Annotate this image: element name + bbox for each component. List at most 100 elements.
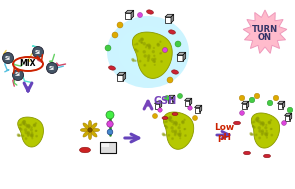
Circle shape bbox=[255, 134, 257, 136]
Ellipse shape bbox=[239, 95, 245, 101]
Polygon shape bbox=[194, 105, 202, 108]
Circle shape bbox=[141, 42, 142, 43]
Circle shape bbox=[107, 129, 113, 135]
Ellipse shape bbox=[88, 120, 92, 129]
Circle shape bbox=[178, 127, 180, 129]
Circle shape bbox=[264, 133, 266, 135]
Circle shape bbox=[26, 126, 27, 127]
Circle shape bbox=[143, 43, 145, 45]
Circle shape bbox=[271, 120, 272, 121]
Ellipse shape bbox=[193, 115, 197, 121]
Circle shape bbox=[169, 117, 171, 119]
Circle shape bbox=[28, 126, 30, 128]
Circle shape bbox=[148, 47, 150, 49]
Circle shape bbox=[141, 38, 143, 40]
Circle shape bbox=[27, 124, 30, 127]
Circle shape bbox=[180, 135, 181, 136]
Circle shape bbox=[24, 123, 25, 125]
Circle shape bbox=[32, 134, 33, 136]
Text: MIX: MIX bbox=[20, 60, 36, 68]
Circle shape bbox=[27, 133, 30, 135]
Circle shape bbox=[180, 138, 181, 139]
Circle shape bbox=[253, 126, 255, 128]
Circle shape bbox=[174, 132, 176, 134]
Circle shape bbox=[179, 124, 180, 125]
Polygon shape bbox=[189, 98, 192, 105]
Circle shape bbox=[149, 45, 151, 47]
Polygon shape bbox=[199, 105, 202, 112]
Circle shape bbox=[135, 49, 136, 50]
Circle shape bbox=[252, 122, 253, 123]
Circle shape bbox=[172, 130, 174, 132]
Circle shape bbox=[31, 127, 32, 128]
Circle shape bbox=[144, 64, 146, 66]
Circle shape bbox=[261, 130, 264, 132]
Circle shape bbox=[36, 135, 37, 137]
Circle shape bbox=[32, 136, 33, 137]
Polygon shape bbox=[18, 117, 43, 147]
Circle shape bbox=[259, 130, 261, 132]
Circle shape bbox=[163, 134, 165, 136]
Circle shape bbox=[188, 106, 192, 110]
Circle shape bbox=[154, 55, 155, 56]
Circle shape bbox=[137, 50, 138, 52]
Circle shape bbox=[252, 134, 253, 135]
Circle shape bbox=[262, 124, 264, 126]
Circle shape bbox=[179, 133, 181, 135]
Polygon shape bbox=[251, 113, 280, 148]
Circle shape bbox=[25, 138, 27, 139]
Circle shape bbox=[141, 42, 142, 43]
Circle shape bbox=[262, 123, 264, 125]
Circle shape bbox=[160, 53, 161, 54]
Ellipse shape bbox=[167, 77, 173, 83]
Polygon shape bbox=[165, 17, 171, 23]
Circle shape bbox=[169, 120, 171, 121]
Circle shape bbox=[271, 134, 273, 136]
Circle shape bbox=[265, 127, 267, 129]
Text: GSH: GSH bbox=[154, 97, 177, 106]
Circle shape bbox=[154, 61, 155, 62]
Circle shape bbox=[266, 130, 267, 131]
Polygon shape bbox=[125, 13, 131, 19]
Polygon shape bbox=[123, 72, 126, 81]
Circle shape bbox=[178, 94, 183, 98]
Polygon shape bbox=[184, 98, 192, 101]
Circle shape bbox=[153, 47, 154, 48]
Ellipse shape bbox=[162, 116, 168, 119]
Circle shape bbox=[19, 128, 21, 129]
Polygon shape bbox=[194, 108, 199, 112]
Circle shape bbox=[35, 123, 37, 124]
Circle shape bbox=[160, 41, 161, 42]
Circle shape bbox=[107, 121, 113, 127]
Circle shape bbox=[257, 120, 258, 122]
Circle shape bbox=[146, 45, 148, 46]
Circle shape bbox=[27, 132, 30, 134]
Circle shape bbox=[22, 122, 24, 124]
Circle shape bbox=[132, 59, 134, 60]
Circle shape bbox=[23, 121, 25, 123]
Ellipse shape bbox=[88, 131, 92, 140]
Circle shape bbox=[261, 134, 263, 135]
Circle shape bbox=[174, 121, 177, 124]
Circle shape bbox=[173, 122, 175, 124]
Circle shape bbox=[161, 61, 162, 62]
Text: Low: Low bbox=[214, 123, 235, 132]
Circle shape bbox=[267, 100, 273, 106]
Circle shape bbox=[17, 134, 19, 136]
Circle shape bbox=[33, 124, 36, 127]
Circle shape bbox=[165, 95, 170, 101]
Ellipse shape bbox=[80, 128, 89, 132]
Polygon shape bbox=[284, 113, 292, 115]
Circle shape bbox=[24, 129, 27, 131]
Polygon shape bbox=[163, 112, 194, 149]
Circle shape bbox=[165, 125, 166, 126]
Polygon shape bbox=[160, 101, 162, 108]
Polygon shape bbox=[284, 115, 289, 121]
Circle shape bbox=[268, 122, 271, 124]
Circle shape bbox=[30, 134, 32, 136]
Circle shape bbox=[148, 55, 150, 57]
Ellipse shape bbox=[119, 26, 178, 78]
Polygon shape bbox=[243, 10, 287, 53]
Circle shape bbox=[154, 58, 156, 60]
Circle shape bbox=[169, 117, 172, 119]
